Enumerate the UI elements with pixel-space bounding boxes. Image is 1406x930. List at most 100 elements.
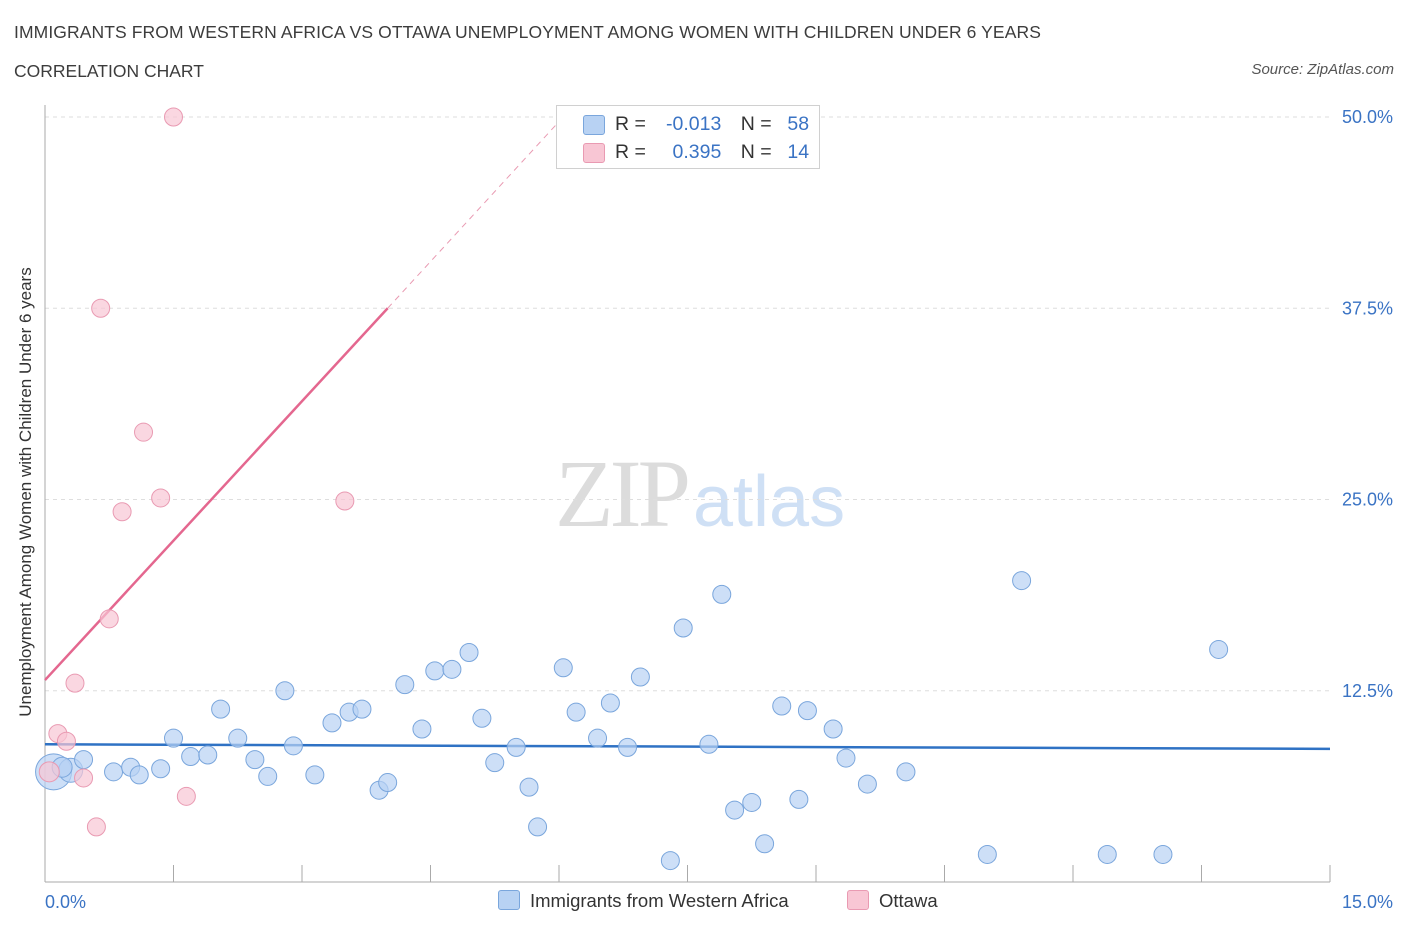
legend-n-value: 58 [787, 113, 810, 135]
legend-row-blue: R = -0.013 N = 58 [583, 113, 809, 136]
source-label: Source: ZipAtlas.com [1251, 61, 1394, 78]
data-point-blue [519, 777, 539, 797]
data-point-blue [485, 753, 505, 773]
data-point-blue [630, 667, 650, 687]
data-point-blue [181, 747, 201, 767]
x-tick-label: 0.0% [45, 892, 86, 912]
data-point-blue [258, 766, 278, 786]
data-point-pink [38, 761, 60, 783]
watermark-zip: ZIP [555, 440, 691, 547]
data-point-blue [566, 702, 586, 722]
trend-line-pink [44, 307, 389, 681]
data-point-blue [1209, 639, 1229, 659]
y-tick-label: 12.5% [1342, 681, 1393, 701]
data-point-blue [836, 748, 856, 768]
bottom-legend-swatch-blue [498, 890, 520, 910]
x-tick-label: 15.0% [1342, 892, 1393, 912]
chart-title: IMMIGRANTS FROM WESTERN AFRICA VS OTTAWA… [14, 22, 1041, 42]
data-point-blue [977, 844, 997, 864]
data-point-blue [660, 851, 680, 871]
legend-row-pink: R = 0.395 N = 14 [583, 141, 809, 164]
data-point-blue [755, 834, 775, 854]
data-point-blue [283, 736, 303, 756]
data-point-blue [699, 734, 719, 754]
data-point-pink [56, 731, 76, 751]
data-point-blue [857, 774, 877, 794]
data-point-blue [1097, 844, 1117, 864]
data-point-pink [65, 673, 85, 693]
bottom-legend-label: Immigrants from Western Africa [530, 890, 789, 911]
data-point-blue [129, 765, 149, 785]
data-point-blue [275, 681, 295, 701]
bottom-legend-swatch-pink [847, 890, 869, 910]
bottom-legend-label: Ottawa [879, 890, 938, 911]
data-point-pink [86, 817, 106, 837]
data-point-blue [712, 584, 732, 604]
legend-n-label: N = [740, 141, 772, 163]
bottom-legend-blue: Immigrants from Western Africa [498, 890, 789, 912]
data-point-blue [506, 737, 526, 757]
data-point-blue [412, 719, 432, 739]
data-point-blue [772, 696, 792, 716]
data-point-blue [211, 699, 231, 719]
data-point-blue [823, 719, 843, 739]
data-point-blue [395, 675, 415, 695]
data-point-blue [789, 789, 809, 809]
y-tick-label: 25.0% [1342, 490, 1393, 510]
legend-swatch-pink [583, 143, 605, 163]
data-point-blue [228, 728, 248, 748]
data-point-pink [164, 107, 183, 127]
data-point-blue [673, 618, 693, 638]
data-point-pink [112, 502, 132, 522]
bottom-legend-pink: Ottawa [847, 890, 938, 912]
legend-n-label: N = [740, 113, 772, 135]
data-point-pink [176, 786, 196, 806]
legend-n-value: 14 [787, 141, 810, 163]
data-point-blue [588, 728, 608, 748]
data-point-blue [459, 643, 479, 662]
legend-r-label: R = [615, 113, 646, 135]
data-point-pink [134, 422, 154, 442]
data-point-blue [245, 750, 265, 770]
data-point-pink [99, 609, 119, 629]
data-point-pink [151, 488, 171, 508]
data-point-blue [553, 658, 573, 678]
correlation-legend: R = -0.013 N = 58 R = 0.395 N = 14 [556, 105, 820, 169]
data-point-pink [335, 491, 355, 511]
legend-r-value: 0.395 [672, 141, 722, 163]
legend-r-value: -0.013 [666, 113, 722, 135]
data-point-blue [305, 765, 325, 785]
chart-subtitle: CORRELATION CHART [14, 61, 204, 81]
data-point-blue [442, 659, 462, 679]
data-point-blue [378, 773, 398, 793]
trend-line-pink-extension [387, 121, 560, 309]
y-tick-label: 50.0% [1342, 107, 1393, 127]
data-point-blue [896, 762, 916, 782]
data-point-blue [725, 800, 745, 820]
y-axis-label: Unemployment Among Women with Children U… [16, 267, 35, 717]
data-point-blue [797, 701, 817, 721]
data-point-pink [91, 298, 111, 318]
data-point-blue [472, 708, 492, 728]
data-point-blue [352, 699, 372, 719]
data-point-blue [600, 693, 620, 713]
watermark-atlas: atlas [693, 462, 846, 542]
trend-line-blue [44, 743, 1331, 751]
data-point-blue [425, 661, 445, 681]
y-tick-label: 37.5% [1342, 298, 1393, 318]
watermark: ZIPatlas [555, 438, 845, 549]
data-point-blue [322, 713, 342, 733]
data-point-blue [74, 750, 94, 770]
legend-swatch-blue [583, 115, 605, 135]
data-point-blue [104, 762, 124, 782]
data-point-blue [164, 728, 183, 748]
data-point-pink [74, 768, 94, 788]
data-point-blue [1012, 571, 1032, 591]
data-point-blue [742, 792, 762, 812]
data-point-blue [198, 745, 218, 765]
data-point-blue [618, 737, 638, 757]
data-point-blue [151, 759, 171, 779]
legend-r-label: R = [615, 141, 646, 163]
data-point-blue [528, 817, 548, 837]
